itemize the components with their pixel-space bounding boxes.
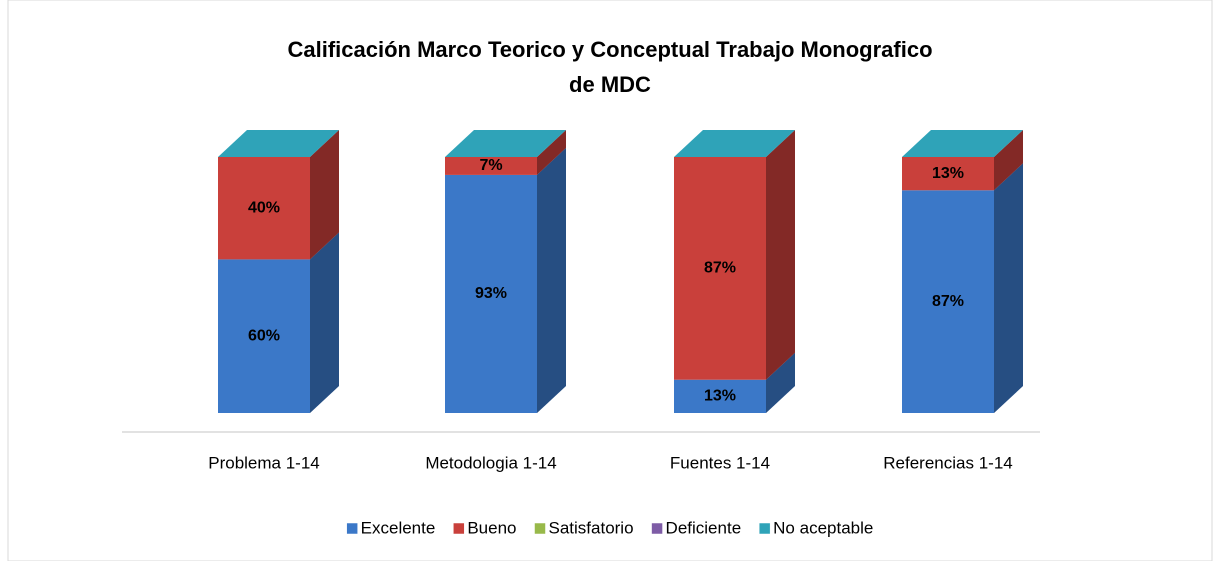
data-label: 40% (248, 199, 280, 216)
legend-label: Deficiente (666, 518, 742, 537)
legend-label: Satisfatorio (549, 518, 634, 537)
bar-segment (674, 130, 795, 157)
bar-side (994, 130, 1023, 191)
legend-swatch (453, 522, 465, 535)
bar-side-shade (310, 130, 339, 260)
data-label: 87% (704, 260, 736, 277)
bar-segment (902, 130, 1023, 191)
bar-front (674, 157, 766, 380)
bar-side-shade (537, 130, 566, 175)
bar-side-shade (537, 147, 566, 414)
bar-side (310, 232, 339, 413)
data-label: 13% (932, 165, 964, 182)
data-label: 93% (475, 285, 507, 302)
legend-label: Excelente (361, 518, 436, 537)
bar-top (218, 130, 339, 157)
legend-label: No aceptable (773, 518, 873, 537)
chart-title: Calificación Marco Teorico y Conceptual … (287, 37, 932, 62)
bar-top (902, 130, 1023, 157)
bar-side (310, 130, 339, 260)
bar-segment (445, 130, 566, 157)
legend-swatch (346, 522, 358, 535)
bar-front (902, 157, 994, 191)
chart-title: de MDC (569, 72, 651, 97)
bar-top (674, 130, 795, 157)
bar-side-shade (766, 352, 795, 413)
bar-side-shade (994, 163, 1023, 413)
legend-swatch (651, 522, 663, 535)
bar-front (902, 190, 994, 413)
data-label: 13% (704, 388, 736, 405)
bar-segment (445, 130, 566, 175)
data-label: 87% (932, 293, 964, 310)
x-tick-label: Metodologia 1-14 (425, 453, 556, 472)
bar-segment (902, 130, 1023, 157)
legend-swatch (534, 522, 546, 535)
x-tick-label: Referencias 1-14 (883, 453, 1012, 472)
bar-side (766, 130, 795, 380)
data-label: 7% (479, 157, 502, 174)
x-tick-label: Fuentes 1-14 (670, 453, 770, 472)
bar-front (674, 379, 766, 413)
bar-side (994, 163, 1023, 413)
bar-segment (218, 232, 339, 413)
data-label: 60% (248, 327, 280, 344)
bar-segment (218, 130, 339, 157)
bar-side-shade (310, 232, 339, 413)
bar-segment (674, 352, 795, 413)
bar-top (445, 130, 566, 157)
legend-swatch (758, 522, 771, 535)
bar-front (218, 157, 310, 260)
bar-segment (445, 147, 566, 414)
bar-side-shade (766, 130, 795, 380)
bar-front (218, 259, 310, 413)
bar-segment (902, 163, 1023, 413)
bar-front (445, 157, 537, 175)
bar-front (445, 174, 537, 413)
bar-segment (674, 130, 795, 380)
x-tick-label: Problema 1-14 (208, 453, 320, 472)
bar-side-shade (994, 130, 1023, 191)
bar-segment (218, 130, 339, 260)
legend-label: Bueno (467, 518, 516, 537)
bar-side (766, 352, 795, 413)
bar-side (537, 130, 566, 175)
bar-side (537, 147, 566, 414)
